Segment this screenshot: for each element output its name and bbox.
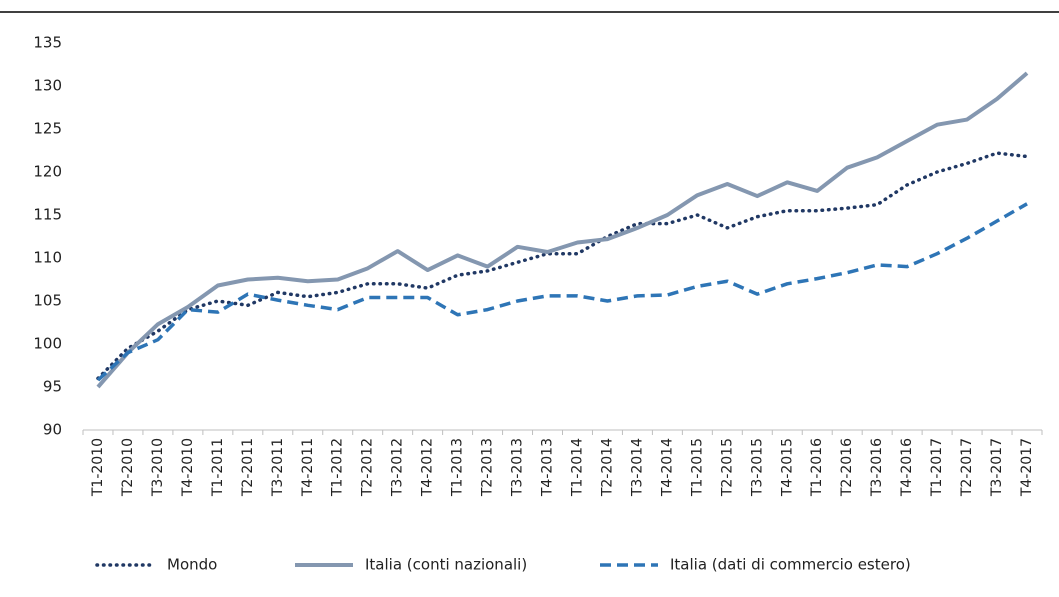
x-tick-label: T4-2011 (300, 438, 316, 497)
y-tick-label: 115 (33, 206, 62, 224)
x-tick-label: T2-2010 (120, 438, 136, 497)
legend-label: Italia (dati di commercio estero) (670, 556, 911, 574)
series-line (96, 71, 1029, 389)
series-line (96, 151, 1029, 381)
x-tick-label: T4-2012 (420, 438, 436, 497)
x-tick-label: T2-2015 (719, 438, 735, 497)
x-tick-label: T3-2015 (749, 438, 765, 497)
x-tick-label: T1-2014 (569, 438, 585, 497)
y-tick-label: 95 (43, 378, 62, 396)
x-tick-label: T4-2017 (1019, 438, 1035, 497)
series-line (96, 202, 1028, 382)
x-tick-label: T2-2016 (839, 438, 855, 497)
x-tick-label: T2-2017 (959, 438, 975, 497)
x-tick-label: T1-2013 (450, 438, 466, 497)
x-tick-label: T4-2010 (180, 438, 196, 497)
x-tick-label: T2-2014 (599, 438, 615, 497)
x-tick-label: T1-2010 (90, 438, 106, 497)
y-tick-label: 135 (33, 34, 62, 52)
legend-label: Mondo (167, 556, 217, 574)
x-tick-label: T3-2010 (150, 438, 166, 497)
x-tick-label: T4-2013 (540, 438, 556, 497)
x-tick-label: T4-2014 (659, 438, 675, 497)
y-tick-label: 125 (33, 120, 62, 138)
x-tick-label: T3-2016 (869, 438, 885, 497)
y-tick-label: 100 (33, 335, 62, 353)
y-tick-label: 105 (33, 292, 62, 310)
x-tick-label: T3-2014 (629, 438, 645, 497)
x-tick-label: T1-2012 (330, 438, 346, 497)
y-tick-label: 130 (33, 77, 62, 95)
x-tick-label: T3-2013 (510, 438, 526, 497)
legend-label: Italia (conti nazionali) (365, 556, 527, 574)
x-tick-label: T4-2016 (899, 438, 915, 497)
x-tick-label: T1-2011 (210, 438, 226, 497)
x-tick-label: T1-2017 (929, 438, 945, 497)
y-tick-label: 120 (33, 163, 62, 181)
x-tick-label: T2-2011 (240, 438, 256, 497)
x-tick-label: T3-2012 (390, 438, 406, 497)
x-tick-label: T4-2015 (779, 438, 795, 497)
y-tick-label: 90 (43, 421, 62, 439)
x-tick-label: T1-2016 (809, 438, 825, 497)
x-tick-label: T3-2011 (270, 438, 286, 497)
x-tick-label: T2-2013 (480, 438, 496, 497)
x-tick-label: T2-2012 (360, 438, 376, 497)
y-tick-label: 110 (33, 249, 62, 267)
x-tick-label: T1-2015 (689, 438, 705, 497)
x-tick-label: T3-2017 (989, 438, 1005, 497)
